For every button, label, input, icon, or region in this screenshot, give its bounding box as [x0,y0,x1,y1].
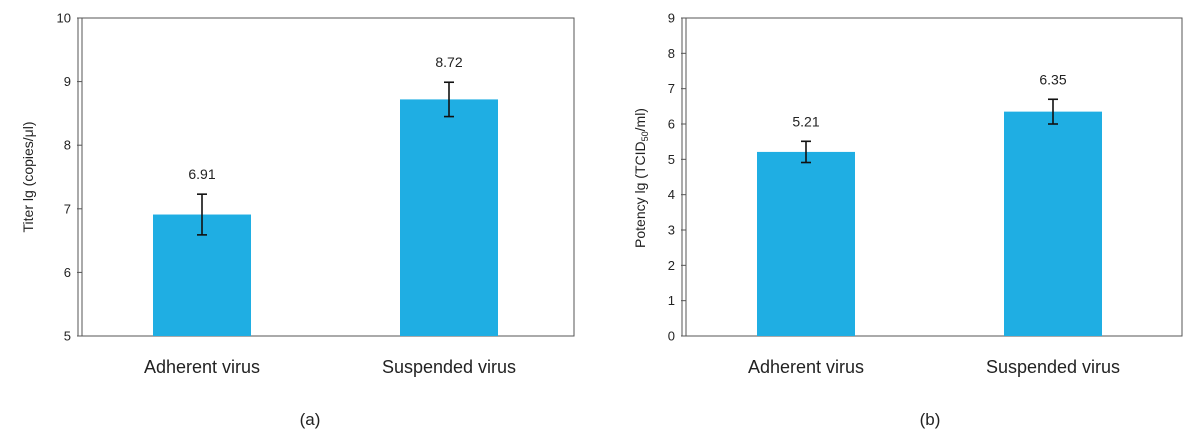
data-label: 6.35 [1039,71,1066,87]
y-axis-label-a: Titer lg (copies/μl) [20,121,36,232]
y-axis-label-b-before: Potency lg (TCID [632,141,648,248]
y-tick-label: 1 [668,293,675,308]
y-ticks-a: 5 6 7 8 9 10 [57,11,82,344]
bar [757,151,855,336]
chart-panel-a: 5 6 7 8 9 10 6.91 8.72 Adherent virus Suspended… [20,11,575,429]
y-tick-label: 2 [668,258,675,273]
x-category-label: Adherent virus [144,357,260,377]
y-tick-label: 10 [57,11,71,26]
y-ticks-b: 0 1 2 3 4 5 6 7 8 9 [668,11,686,344]
bar [1004,111,1102,336]
y-axis-label-b-sub: 50 [640,131,650,141]
bar [400,99,498,337]
y-tick-label: 5 [64,329,71,344]
y-axis-label-b-after: /ml) [632,108,648,131]
bars-a: 6.91 8.72 [153,54,498,337]
y-tick-label: 3 [668,223,675,238]
x-categories-a: Adherent virus Suspended virus [144,357,516,377]
plot-frame-a [77,17,575,337]
x-category-label: Adherent virus [748,357,864,377]
bars-b: 5.21 6.35 [757,71,1102,336]
data-label: 8.72 [435,54,462,70]
y-axis-label-b: Potency lg (TCID50/ml) [632,108,650,248]
y-tick-label: 8 [64,138,71,153]
y-tick-label: 0 [668,329,675,344]
data-label: 6.91 [188,166,215,182]
y-tick-label: 4 [668,187,675,202]
y-tick-label: 5 [668,152,675,167]
y-tick-label: 6 [668,117,675,132]
y-tick-label: 9 [64,74,71,89]
data-label: 5.21 [792,113,819,129]
y-tick-label: 7 [64,201,71,216]
x-category-label: Suspended virus [382,357,516,377]
y-tick-label: 7 [668,81,675,96]
panel-label-a: (a) [300,410,321,429]
y-tick-label: 9 [668,11,675,26]
x-category-label: Suspended virus [986,357,1120,377]
chart-panel-b: 0 1 2 3 4 5 6 7 8 9 5.21 6.35 Adherent virus Suspen… [632,11,1183,429]
plot-frame-b [681,17,1183,337]
y-tick-label: 6 [64,265,71,280]
x-categories-b: Adherent virus Suspended virus [748,357,1120,377]
panel-label-b: (b) [920,410,941,429]
y-tick-label: 8 [668,46,675,61]
